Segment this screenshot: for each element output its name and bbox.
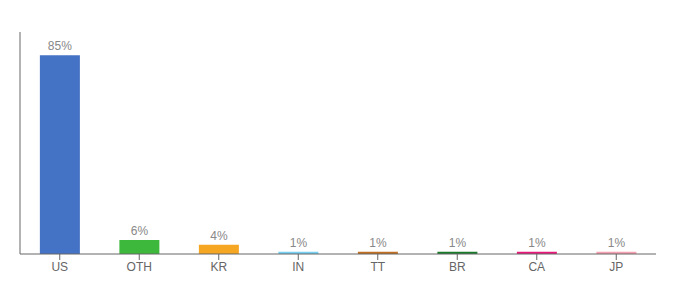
svg-text:TT: TT xyxy=(370,260,385,274)
svg-text:1%: 1% xyxy=(449,236,467,250)
svg-text:JP: JP xyxy=(609,260,623,274)
svg-text:US: US xyxy=(51,260,68,274)
svg-text:IN: IN xyxy=(292,260,304,274)
svg-text:CA: CA xyxy=(528,260,545,274)
svg-text:6%: 6% xyxy=(131,224,149,238)
svg-text:BR: BR xyxy=(449,260,466,274)
svg-text:1%: 1% xyxy=(290,236,308,250)
svg-text:KR: KR xyxy=(210,260,227,274)
svg-text:1%: 1% xyxy=(369,236,387,250)
svg-text:85%: 85% xyxy=(48,39,72,53)
svg-text:1%: 1% xyxy=(528,236,546,250)
svg-text:1%: 1% xyxy=(608,236,626,250)
svg-text:OTH: OTH xyxy=(127,260,152,274)
svg-text:4%: 4% xyxy=(210,229,228,243)
